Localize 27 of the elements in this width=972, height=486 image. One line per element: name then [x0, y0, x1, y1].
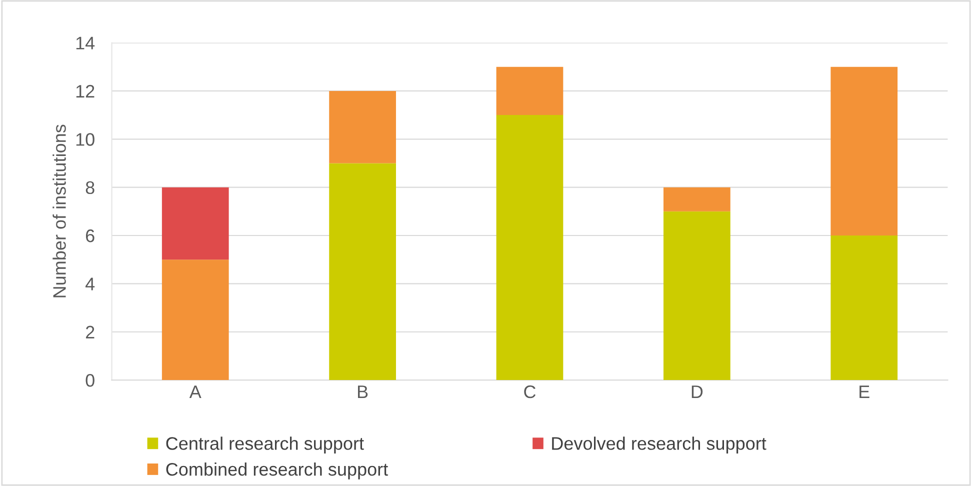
legend-label: Combined research support [166, 462, 388, 480]
bar [329, 163, 396, 380]
x-tick-label: C [524, 385, 536, 398]
bar [162, 260, 229, 380]
bar [162, 187, 229, 260]
y-tick-label: 4 [85, 278, 95, 290]
y-axis-title: Number of institutions [52, 124, 66, 298]
bar [329, 90, 396, 164]
bar [663, 187, 730, 212]
legend-label: Devolved research support [552, 436, 766, 454]
bar [830, 66, 898, 236]
bar [830, 236, 898, 380]
bar [496, 66, 564, 116]
x-tick-label: D [692, 386, 703, 398]
bar [663, 211, 730, 380]
x-tick-label: B [358, 386, 368, 398]
legend-label: Central research support [166, 436, 364, 454]
y-tick-label: 8 [86, 181, 94, 194]
y-tick-label: 10 [76, 133, 94, 146]
y-tick-label: 0 [86, 374, 94, 387]
y-tick-label: 6 [86, 229, 94, 242]
y-tick-label: 14 [76, 36, 95, 50]
bar [496, 115, 564, 380]
y-tick-label: 12 [76, 84, 94, 98]
x-tick-label: E [860, 386, 870, 398]
y-tick-label: 2 [86, 326, 94, 338]
x-tick-label: A [189, 386, 202, 398]
